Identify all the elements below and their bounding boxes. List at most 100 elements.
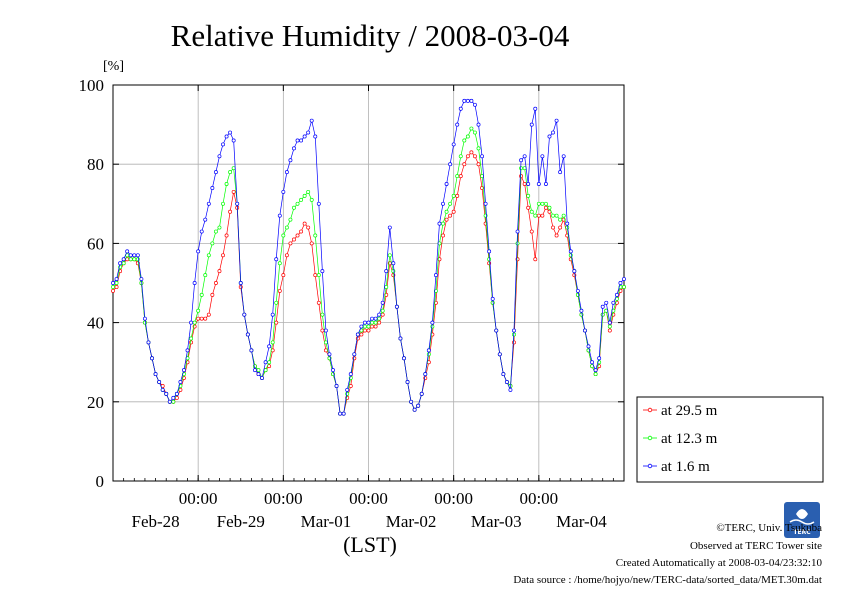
data-point — [391, 261, 396, 266]
data-point — [540, 201, 545, 206]
data-point — [114, 277, 119, 281]
data-point — [547, 134, 552, 139]
data-point — [292, 237, 296, 242]
data-point — [213, 229, 218, 234]
data-point — [270, 312, 275, 317]
x-tick-time-label: 00:00 — [349, 489, 388, 508]
footer-created: Created Automatically at 2008-03-04/23:3… — [616, 557, 823, 569]
data-point — [146, 340, 151, 345]
data-point — [366, 328, 371, 333]
data-point — [380, 308, 385, 313]
data-point — [334, 384, 339, 388]
data-point — [277, 213, 282, 218]
data-point — [529, 229, 534, 234]
data-point — [228, 209, 233, 214]
data-point — [341, 411, 346, 416]
data-point — [189, 336, 194, 341]
data-point — [579, 308, 584, 313]
data-point — [441, 201, 445, 206]
data-point — [320, 312, 325, 317]
data-point — [135, 253, 140, 258]
data-point — [412, 407, 417, 412]
data-point — [118, 261, 123, 266]
data-point — [302, 193, 307, 198]
data-point — [281, 189, 286, 194]
data-point — [363, 320, 367, 325]
footer-observed: Observed at TERC Tower site — [690, 540, 822, 552]
data-point — [281, 233, 286, 238]
data-point — [231, 138, 236, 143]
data-point — [380, 300, 385, 305]
data-point — [473, 130, 477, 135]
data-point — [111, 281, 115, 285]
data-point — [622, 277, 626, 281]
data-point — [533, 257, 538, 262]
data-point — [292, 146, 296, 151]
data-point — [607, 328, 612, 333]
data-point — [501, 372, 506, 377]
data-point — [455, 193, 460, 198]
data-point — [441, 221, 445, 226]
data-point — [323, 328, 328, 333]
data-point — [206, 253, 211, 258]
data-point — [607, 324, 612, 329]
data-point — [469, 98, 474, 103]
x-day-label: Mar-03 — [471, 512, 522, 531]
data-point — [256, 368, 261, 373]
data-point — [451, 209, 456, 214]
data-point — [267, 344, 272, 349]
data-point — [487, 257, 492, 262]
legend-label: at 29.5 m — [661, 403, 718, 419]
legend: at 29.5 m at 12.3 m at 1.6 m — [636, 396, 824, 483]
data-point — [597, 356, 602, 361]
data-point — [139, 277, 144, 281]
footer-copyright: ©TERC, Univ. Tsukuba — [716, 522, 822, 534]
data-point — [114, 285, 119, 289]
data-point — [458, 174, 463, 179]
data-point — [398, 336, 403, 341]
data-point — [455, 122, 460, 127]
data-point — [526, 205, 531, 210]
data-point — [359, 324, 364, 329]
logo-text: TERC — [793, 529, 811, 536]
footer-source: Data source : /home/hojyo/new/TERC-data/… — [513, 574, 822, 586]
data-point — [327, 352, 332, 357]
data-point — [210, 241, 215, 246]
data-point — [182, 368, 186, 373]
legend-swatch-marker — [647, 435, 653, 441]
data-point — [274, 320, 279, 325]
data-point — [536, 201, 541, 206]
data-point — [338, 411, 343, 416]
data-point — [274, 300, 279, 305]
data-point — [295, 138, 300, 143]
data-point — [604, 300, 609, 305]
x-tick-time-label: 00:00 — [434, 489, 473, 508]
data-point — [167, 399, 172, 404]
y-tick-label: 20 — [87, 393, 104, 412]
data-point — [522, 154, 527, 159]
data-point — [203, 316, 208, 321]
data-point — [199, 229, 204, 234]
data-point — [543, 201, 548, 206]
data-point — [238, 281, 243, 285]
data-point — [494, 328, 499, 333]
data-point — [242, 312, 247, 317]
data-point — [121, 261, 126, 266]
data-point — [536, 213, 541, 218]
data-point — [565, 221, 570, 226]
data-point — [228, 170, 233, 175]
data-point — [221, 142, 225, 147]
data-point — [157, 380, 162, 384]
data-point — [213, 281, 218, 285]
data-point — [345, 387, 350, 392]
data-point — [554, 118, 559, 123]
data-point — [299, 197, 304, 202]
data-point — [458, 154, 463, 159]
data-point — [135, 257, 140, 262]
data-point — [561, 213, 566, 218]
data-point — [299, 138, 304, 143]
data-point — [497, 352, 502, 357]
data-point — [533, 106, 538, 111]
data-point — [284, 253, 289, 258]
